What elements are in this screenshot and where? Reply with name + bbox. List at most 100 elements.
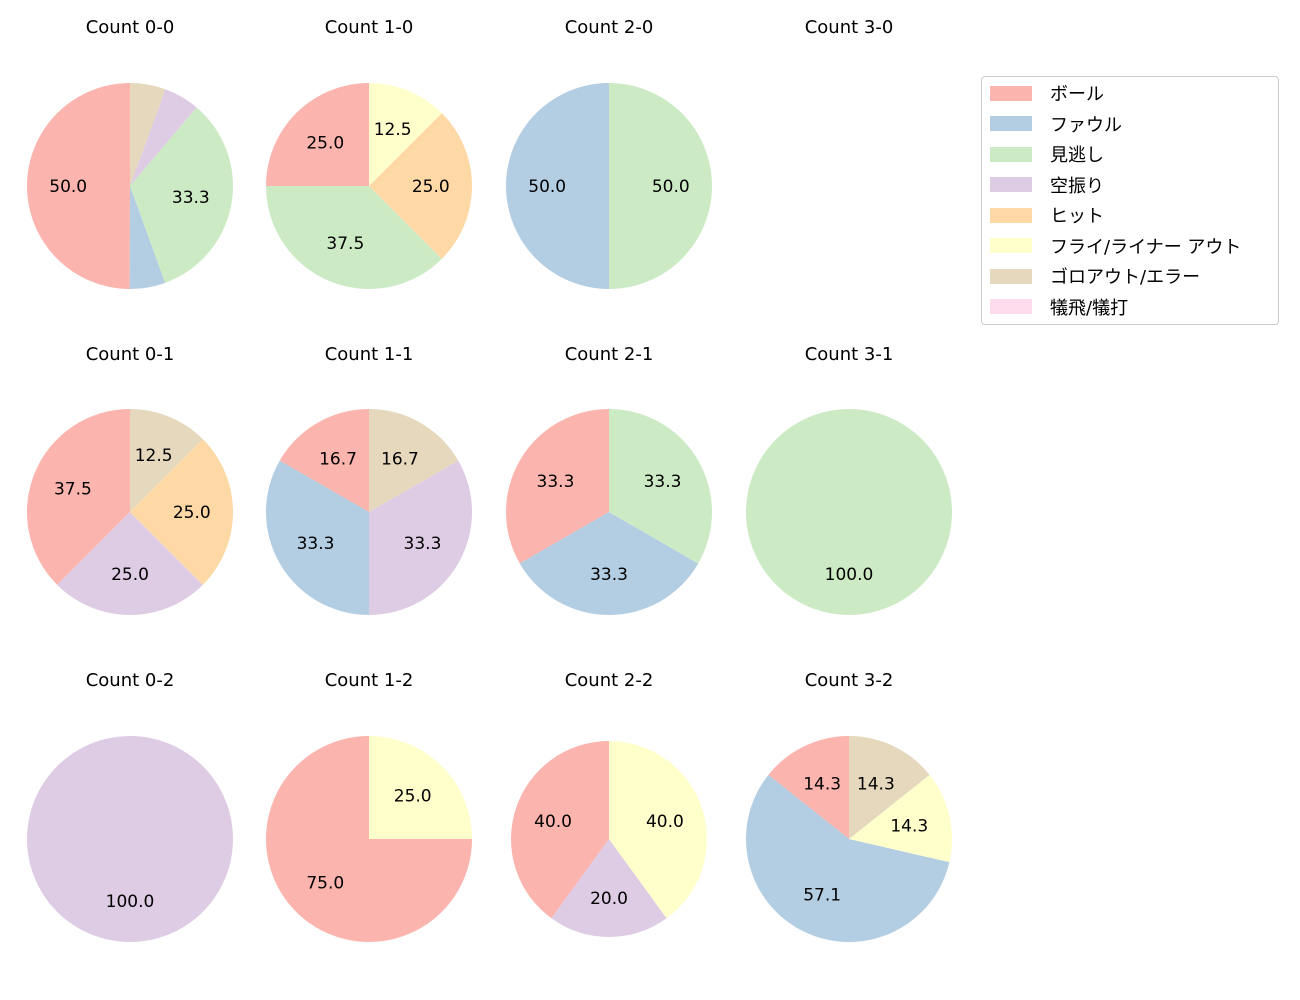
pie-slice <box>511 741 609 919</box>
slice-label: 12.5 <box>135 446 173 466</box>
legend-swatch <box>990 238 1032 253</box>
slice-label: 50.0 <box>528 177 566 197</box>
pie-slice <box>369 83 442 186</box>
slice-label: 75.0 <box>306 874 344 894</box>
pie-slice <box>369 113 472 259</box>
slice-label: 100.0 <box>825 565 874 585</box>
pie-title: Count 1-0 <box>324 17 414 38</box>
pie-slice <box>609 83 712 289</box>
pie-title: Count 3-2 <box>804 670 894 691</box>
legend: ボールファウル見逃し空振りヒットフライ/ライナー アウト ゴロアウト/エラー 犠飛/… <box>981 76 1279 325</box>
pie-count-0-0: 50.0 33.3 <box>27 83 234 289</box>
pie-slice <box>551 839 667 937</box>
pie-title: Count 1-1 <box>324 344 414 365</box>
pie-slice <box>57 512 203 616</box>
pie-title: Count 2-2 <box>564 670 654 691</box>
pie-slice <box>266 83 369 186</box>
slice-label: 33.3 <box>590 565 628 585</box>
pie-slice <box>506 83 609 289</box>
slice-label: 14.3 <box>857 774 895 794</box>
legend-label: 犠飛/犠打 <box>1050 297 1129 319</box>
slice-label: 20.0 <box>590 889 628 909</box>
pie-count-2-2: 40.0 20.0 40.0 <box>511 741 707 937</box>
pie-title: Count 1-2 <box>324 670 414 691</box>
pie-slice <box>369 409 459 512</box>
pie-slice <box>609 741 707 919</box>
pie-count-1-2: 75.0 25.0 <box>266 736 472 942</box>
pie-slice <box>130 439 233 585</box>
pie-slice <box>266 186 442 289</box>
pie-slice <box>130 409 203 512</box>
slice-label: 14.3 <box>890 816 928 836</box>
slice-label: 33.3 <box>404 534 442 554</box>
legend-swatch <box>990 207 1032 223</box>
legend-item: ボール <box>990 81 1104 105</box>
slice-label: 25.0 <box>394 786 432 806</box>
pie-count-1-1: 16.7 33.3 33.3 16.7 <box>266 409 472 615</box>
legend-label: 空振り <box>1050 175 1104 197</box>
slice-label: 16.7 <box>381 450 419 470</box>
slice-label: 25.0 <box>111 565 149 585</box>
pie-slice <box>746 409 952 615</box>
pie-title: Count 0-0 <box>85 17 175 38</box>
pie-slice <box>266 460 369 615</box>
pie-slice <box>27 83 130 289</box>
slice-label: 37.5 <box>326 234 364 254</box>
pie-slice <box>745 774 950 942</box>
pie-title: Count 3-0 <box>804 17 894 38</box>
legend-item: フライ/ライナー アウト <box>990 234 1241 258</box>
slice-label: 57.1 <box>803 886 841 906</box>
slice-label: 100.0 <box>106 892 155 912</box>
slice-label: 25.0 <box>412 177 450 197</box>
legend-item: ヒット <box>990 203 1104 227</box>
pie-slice <box>27 736 233 942</box>
pie-count-1-0: 25.0 37.5 25.0 12.5 <box>266 83 472 289</box>
slice-label: 16.7 <box>319 450 357 470</box>
slice-label: 33.3 <box>172 188 210 208</box>
pie-slice <box>849 774 952 863</box>
pie-slice <box>130 89 197 186</box>
pie-slice <box>609 409 712 564</box>
slice-label: 40.0 <box>646 812 684 832</box>
pie-title: Count 0-2 <box>85 670 175 691</box>
slice-label: 25.0 <box>173 503 211 523</box>
legend-item: 見逃し <box>990 142 1104 166</box>
slice-label: 37.5 <box>54 479 92 499</box>
pie-title: Count 2-0 <box>564 17 654 38</box>
pie-slice <box>279 409 369 512</box>
legend-label: ファウル <box>1050 114 1122 136</box>
slice-label: 40.0 <box>534 812 572 832</box>
pie-count-2-0: 50.0 50.0 <box>506 83 712 289</box>
legend-swatch <box>990 268 1032 284</box>
legend-label: フライ/ライナー アウト <box>1050 236 1242 258</box>
legend-swatch <box>990 116 1032 131</box>
pie-count-2-1: 33.3 33.3 33.3 <box>505 409 712 615</box>
slice-label: 33.3 <box>644 472 682 492</box>
slice-label: 14.3 <box>803 774 841 794</box>
legend-swatch <box>990 85 1032 101</box>
pie-slice <box>27 409 130 585</box>
legend-item: ゴロアウト/エラー <box>990 264 1200 288</box>
pie-count-0-1: 37.5 25.0 25.0 12.5 <box>27 409 233 616</box>
slice-label: 33.3 <box>297 534 335 554</box>
legend-label: 見逃し <box>1050 145 1104 166</box>
pie-title: Count 0-1 <box>85 344 175 365</box>
pie-count-3-1: 100.0 <box>746 409 952 615</box>
pie-count-3-2: 14.3 57.1 14.3 14.3 <box>745 736 952 942</box>
legend-item: 犠飛/犠打 <box>990 295 1128 319</box>
pie-slice <box>129 186 166 289</box>
slice-label: 33.3 <box>537 472 575 492</box>
slice-label: 50.0 <box>49 177 87 197</box>
pie-slice <box>130 83 166 186</box>
pie-slice <box>369 460 472 615</box>
pie-slice <box>849 736 930 839</box>
slice-label: 12.5 <box>374 120 412 140</box>
slice-label: 25.0 <box>306 133 344 153</box>
legend-item: ファウル <box>990 112 1122 136</box>
pie-slice <box>505 409 609 564</box>
pie-slice <box>130 107 234 283</box>
legend-label: ゴロアウト/エラー <box>1050 267 1201 288</box>
legend-swatch <box>990 299 1032 314</box>
legend-label: ヒット <box>1050 206 1104 227</box>
